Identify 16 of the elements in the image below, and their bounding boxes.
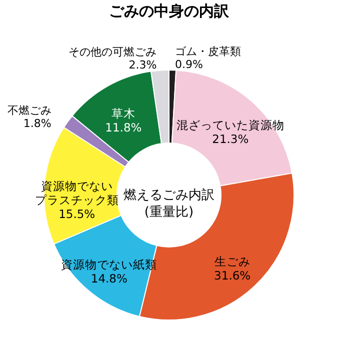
data-label: 31.6% [214,268,251,282]
slice-label: その他の可燃ごみ [68,45,157,58]
chart-title: ごみの中身の内訳 [109,2,230,20]
data-label: 0.9% [175,58,203,72]
slice-label: ゴム・皮革類 [175,45,242,58]
slice-label: 草木 [111,106,136,121]
data-label: 11.8% [105,120,142,135]
data-label: 1.8% [23,116,52,130]
slice-label: 不燃ごみ [7,104,52,117]
data-label: 2.3% [128,58,157,72]
text: 燃えるごみ内訳 (重量比) [124,188,214,220]
data-label: 21.3% [212,132,249,146]
slice-label: 混ざっていた資源物 [176,118,284,132]
data-label: 15.5% [58,207,96,222]
slice-label: 生ごみ [214,254,250,268]
data-label: 14.8% [90,272,128,286]
